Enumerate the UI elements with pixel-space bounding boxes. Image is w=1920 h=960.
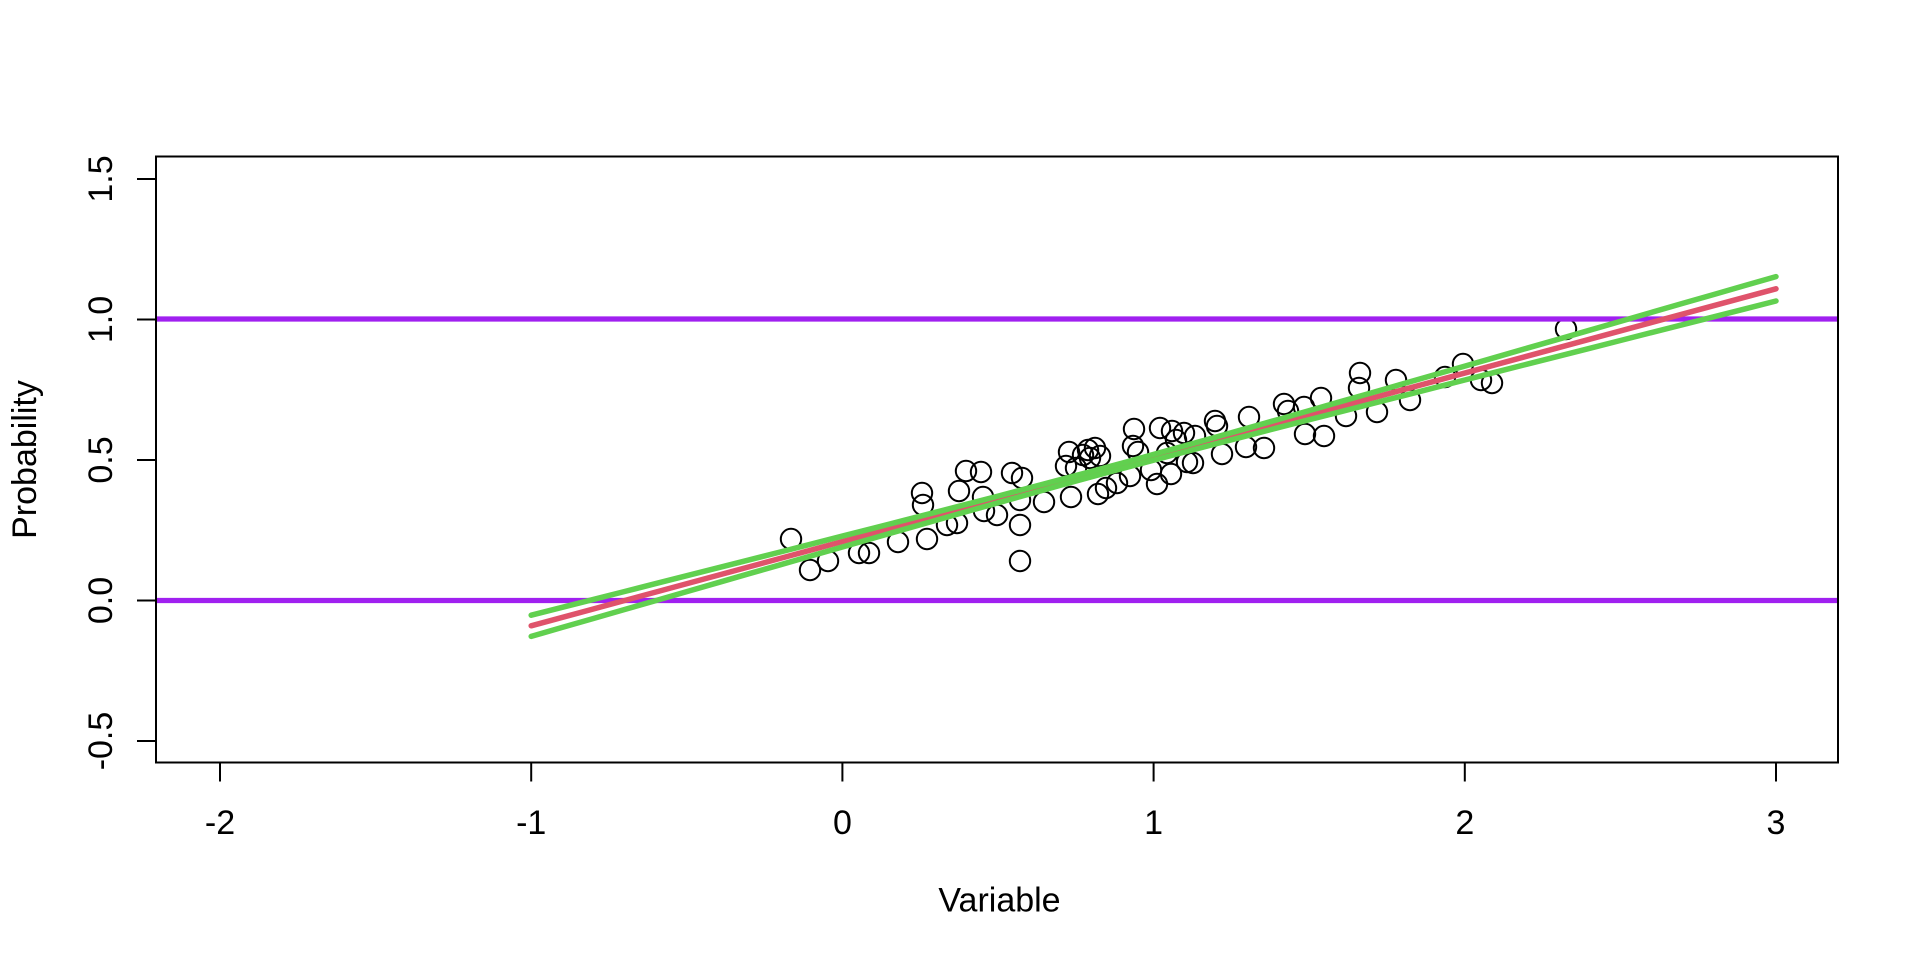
svg-text:0: 0	[833, 804, 852, 842]
svg-text:2: 2	[1455, 804, 1474, 842]
svg-text:Probability: Probability	[6, 380, 44, 539]
svg-text:3: 3	[1767, 804, 1786, 842]
svg-text:-0.5: -0.5	[82, 712, 120, 771]
svg-text:Variable: Variable	[938, 882, 1060, 920]
svg-text:0.0: 0.0	[82, 577, 120, 624]
svg-text:0.5: 0.5	[82, 436, 120, 483]
svg-text:-2: -2	[205, 804, 235, 842]
svg-text:1.5: 1.5	[82, 155, 120, 202]
svg-text:-1: -1	[516, 804, 546, 842]
svg-text:1: 1	[1144, 804, 1163, 842]
svg-text:1.0: 1.0	[82, 296, 120, 343]
